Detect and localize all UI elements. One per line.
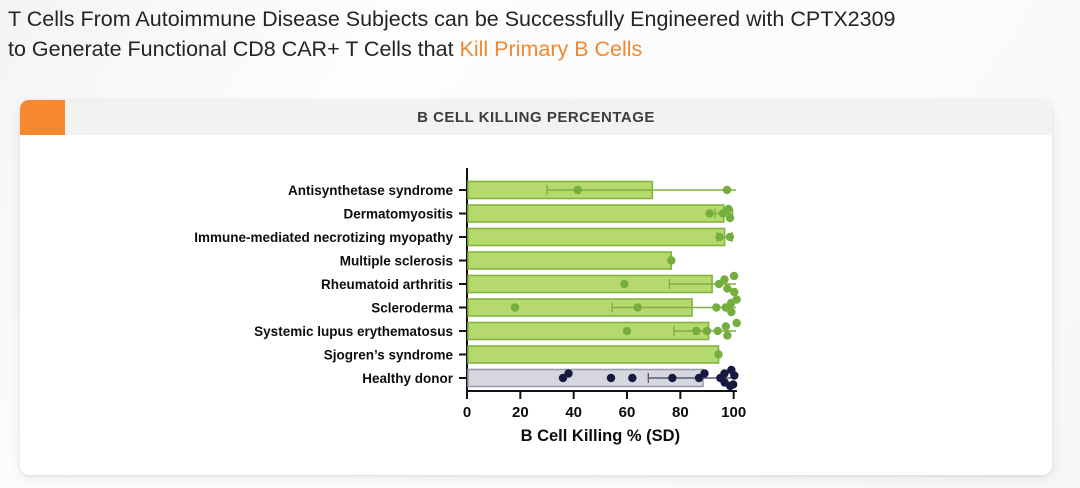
main-title-line1: T Cells From Autoimmune Disease Subjects…	[8, 7, 896, 31]
bar-multiple-sclerosis	[467, 251, 673, 270]
bar-chart-svg: 0 20 40 60 80 100 B Cell Killing % (SD) Antisyn…	[194, 168, 746, 445]
chart-area: 0 20 40 60 80 100 B Cell Killing % (SD) Antisyn…	[20, 135, 1052, 475]
data-point-healthy-donor	[700, 369, 709, 378]
data-point-healthy-donor	[606, 373, 616, 383]
category-label-immune-mediated-necrotizing-myopathy: Immune-mediated necrotizing myopathy	[194, 230, 453, 245]
data-point-dermatomyositis	[725, 213, 735, 223]
data-point-healthy-donor	[668, 373, 677, 383]
bar-systemic-lupus-erythematosus	[467, 321, 710, 341]
data-point-scleroderma	[712, 303, 721, 312]
category-label-sjogren-s-syndrome: Sjogren’s syndrome	[324, 347, 454, 362]
data-point-scleroderma	[732, 295, 741, 304]
category-label-scleroderma: Scleroderma	[371, 300, 453, 315]
data-point-dermatomyositis	[724, 204, 733, 214]
x-tick-label: 80	[672, 404, 689, 421]
data-point-immune-mediated-necrotizing-myopathy	[715, 232, 724, 242]
x-tick-label: 100	[721, 404, 746, 421]
data-point-rheumatoid-arthritis	[723, 284, 732, 293]
bar-sjogren-s-syndrome	[467, 345, 720, 364]
data-point-healthy-donor	[628, 373, 637, 383]
data-point-rheumatoid-arthritis	[729, 287, 739, 297]
category-label-systemic-lupus-erythematosus: Systemic lupus erythematosus	[254, 324, 453, 339]
data-point-systemic-lupus-erythematosus	[723, 331, 732, 340]
data-point-rheumatoid-arthritis	[620, 279, 629, 289]
category-label-multiple-sclerosis: Multiple sclerosis	[340, 253, 453, 268]
panel-title: B CELL KILLING PERCENTAGE	[417, 109, 655, 126]
x-tick-label: 60	[619, 404, 636, 421]
data-point-healthy-donor	[728, 380, 738, 389]
data-point-scleroderma	[727, 307, 736, 317]
bar-dermatomyositis	[467, 204, 725, 223]
data-point-systemic-lupus-erythematosus	[622, 326, 632, 336]
data-point-healthy-donor	[730, 371, 739, 380]
x-tick-label: 40	[565, 404, 582, 421]
data-point-systemic-lupus-erythematosus	[692, 326, 701, 336]
data-point-multiple-sclerosis	[667, 256, 676, 265]
main-title: T Cells From Autoimmune Disease Subjects…	[8, 4, 1076, 64]
data-point-sjogren-s-syndrome	[714, 350, 723, 359]
category-label-dermatomyositis: Dermatomyositis	[343, 206, 453, 221]
data-point-antisynthetase-syndrome	[722, 185, 732, 195]
x-tick-label: 20	[512, 404, 529, 421]
category-label-rheumatoid-arthritis: Rheumatoid arthritis	[321, 277, 453, 292]
data-point-rheumatoid-arthritis	[720, 275, 729, 284]
panel-header: B CELL KILLING PERCENTAGE	[20, 100, 1052, 135]
data-point-systemic-lupus-erythematosus	[702, 326, 712, 336]
data-point-rheumatoid-arthritis	[729, 271, 739, 281]
data-point-scleroderma	[510, 303, 520, 312]
chart-panel: B CELL KILLING PERCENTAGE 0 20 40 60 80 100 B …	[20, 100, 1052, 475]
main-title-line2: to Generate Functional CD8 CAR+ T Cells …	[8, 37, 460, 61]
bar-immune-mediated-necrotizing-myopathy	[467, 227, 726, 247]
data-point-immune-mediated-necrotizing-myopathy	[725, 232, 735, 242]
accent-square-icon	[20, 100, 65, 135]
category-label-antisynthetase-syndrome: Antisynthetase syndrome	[288, 183, 454, 198]
data-point-healthy-donor	[720, 369, 729, 378]
data-point-antisynthetase-syndrome	[573, 185, 582, 195]
data-point-scleroderma	[633, 303, 642, 312]
x-axis-label: B Cell Killing % (SD)	[521, 427, 681, 445]
data-point-dermatomyositis	[705, 209, 714, 218]
data-point-systemic-lupus-erythematosus	[732, 318, 741, 328]
data-point-healthy-donor	[564, 369, 573, 378]
main-title-highlight: Kill Primary B Cells	[459, 37, 643, 61]
x-tick-label: 0	[463, 404, 471, 421]
data-point-systemic-lupus-erythematosus	[713, 326, 722, 336]
category-label-healthy-donor: Healthy donor	[362, 371, 454, 386]
data-point-systemic-lupus-erythematosus	[721, 322, 731, 331]
